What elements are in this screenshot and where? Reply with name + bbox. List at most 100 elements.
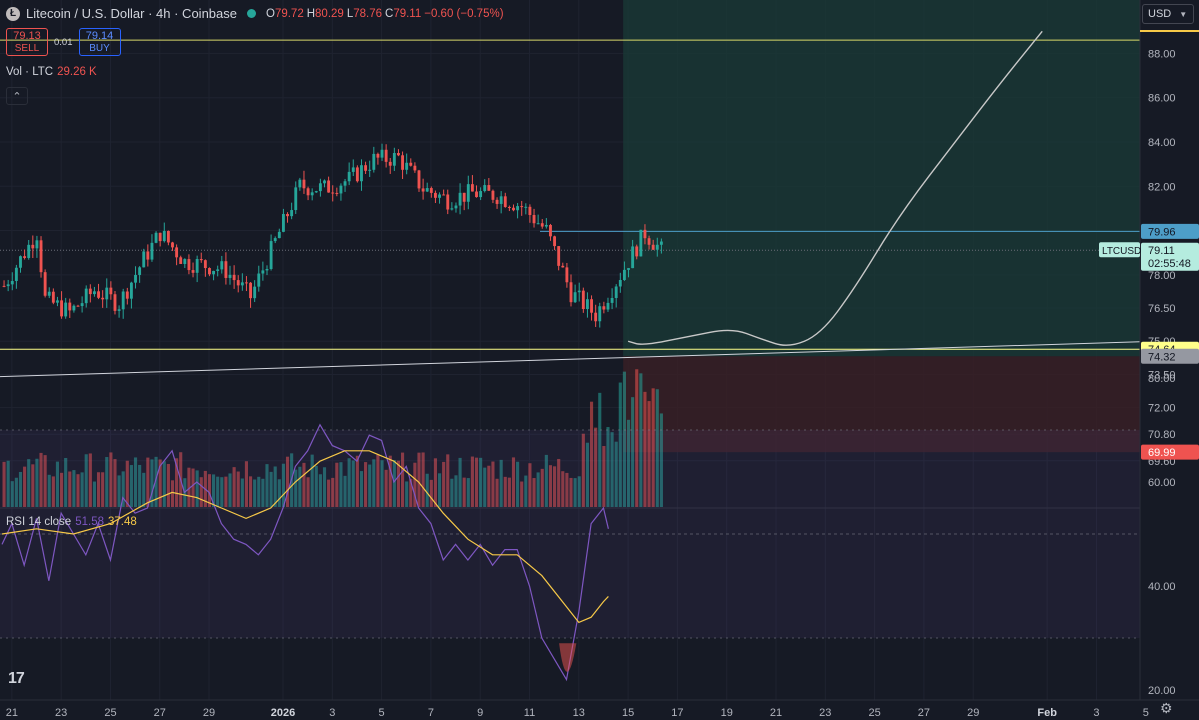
volume-bar: [532, 478, 536, 507]
volume-bar: [499, 459, 503, 507]
candle-body: [392, 153, 396, 166]
time-tick-label: 27: [154, 707, 166, 719]
volume-bar: [170, 480, 175, 507]
candle-body: [561, 265, 565, 268]
volume-bar: [314, 465, 318, 507]
candle-body: [438, 194, 441, 198]
candle-body: [249, 282, 252, 299]
candle-body: [76, 305, 80, 307]
volume-bar: [6, 460, 10, 507]
volume-bar: [125, 460, 129, 507]
gear-icon[interactable]: ⚙: [1160, 700, 1173, 716]
candle-body: [499, 196, 503, 204]
volume-bar: [236, 471, 240, 507]
collapse-legend-button[interactable]: ⌃: [6, 87, 28, 105]
volume-bar: [117, 475, 121, 507]
candle-body: [413, 165, 417, 171]
volume-bar: [618, 382, 622, 507]
time-tick-label: 9: [477, 707, 483, 719]
low-key: L: [346, 7, 354, 20]
volume-bar: [175, 458, 179, 507]
candle-body: [524, 206, 528, 208]
volume-bar: [302, 462, 306, 507]
candle-body: [261, 270, 265, 274]
rsi-tick-label: 80.00: [1148, 373, 1176, 385]
candle-body: [72, 305, 76, 311]
candle-body: [549, 224, 552, 237]
volume-bar: [51, 476, 55, 507]
volume-bar: [610, 432, 614, 507]
candle-body: [43, 272, 47, 296]
candle-body: [639, 229, 643, 257]
rsi-legend[interactable]: RSI 14 close 51.58 37.48: [6, 516, 137, 528]
candle-body: [117, 309, 121, 311]
time-tick-label: 23: [55, 707, 67, 719]
price-tick-label: 82.00: [1148, 181, 1176, 193]
candle-body: [191, 270, 195, 273]
candle-body: [610, 297, 614, 303]
candle-body: [417, 170, 421, 189]
volume-bar: [569, 477, 573, 507]
candle-body: [327, 180, 331, 193]
volume-bar: [232, 467, 236, 507]
tradingview-logo-icon[interactable]: 17: [8, 670, 25, 687]
candle-body: [31, 244, 35, 249]
volume-bar: [557, 458, 561, 507]
spread-value: 0.01: [54, 36, 73, 48]
sell-button[interactable]: 79.13 SELL: [6, 28, 48, 56]
volume-bar: [199, 477, 203, 507]
volume-bar: [310, 454, 314, 507]
volume-bar: [64, 457, 68, 507]
candle-body: [97, 291, 100, 298]
volume-bar: [483, 467, 487, 507]
candle-body: [113, 294, 117, 311]
volume-bar: [474, 457, 479, 507]
candle-body: [240, 282, 244, 286]
candle-body: [598, 306, 602, 322]
symbol-title[interactable]: Litecoin / U.S. Dollar · 4h · Coinbase: [26, 6, 237, 21]
volume-bar: [31, 464, 35, 507]
volume-bar: [516, 461, 520, 507]
candle-body: [134, 274, 137, 283]
volume-bar: [466, 478, 470, 507]
volume-bar: [450, 478, 454, 507]
volume-bar: [495, 478, 499, 507]
sell-price: 79.13: [13, 29, 41, 42]
candle-body: [245, 282, 248, 284]
volume-bar: [96, 472, 101, 507]
candle-body: [39, 240, 43, 273]
volume-bar: [380, 460, 384, 507]
candle-body: [47, 291, 51, 296]
volume-bar: [327, 479, 331, 507]
currency-selector[interactable]: USD ▼: [1142, 4, 1194, 24]
volume-legend[interactable]: Vol · LTC 29.26 K: [6, 66, 97, 78]
volume-bar: [191, 468, 195, 507]
volume-bar: [643, 391, 647, 507]
candle-body: [351, 167, 355, 172]
candle-body: [532, 215, 536, 224]
candle-body: [257, 273, 261, 287]
candle-body: [446, 194, 450, 210]
rsi-ma-line: [1, 450, 609, 624]
candle-body: [138, 267, 142, 275]
volume-bar: [343, 475, 347, 507]
candle-body: [544, 224, 548, 227]
volume-bar: [626, 419, 631, 507]
candle-body: [401, 155, 405, 170]
buy-button[interactable]: 79.14 BUY: [78, 28, 121, 56]
time-tick-label: 21: [6, 707, 18, 719]
candle-body: [331, 192, 335, 194]
candle-body: [581, 290, 585, 310]
candle-body: [573, 292, 577, 303]
volume-bar: [187, 467, 191, 507]
candle-body: [409, 162, 413, 166]
time-tick-label: 2026: [271, 707, 295, 719]
volume-bar: [364, 462, 368, 507]
candle-body: [51, 291, 55, 303]
candle-body: [105, 287, 109, 300]
volume-bar: [142, 472, 146, 507]
volume-bar: [594, 427, 598, 507]
candle-body: [224, 261, 228, 278]
